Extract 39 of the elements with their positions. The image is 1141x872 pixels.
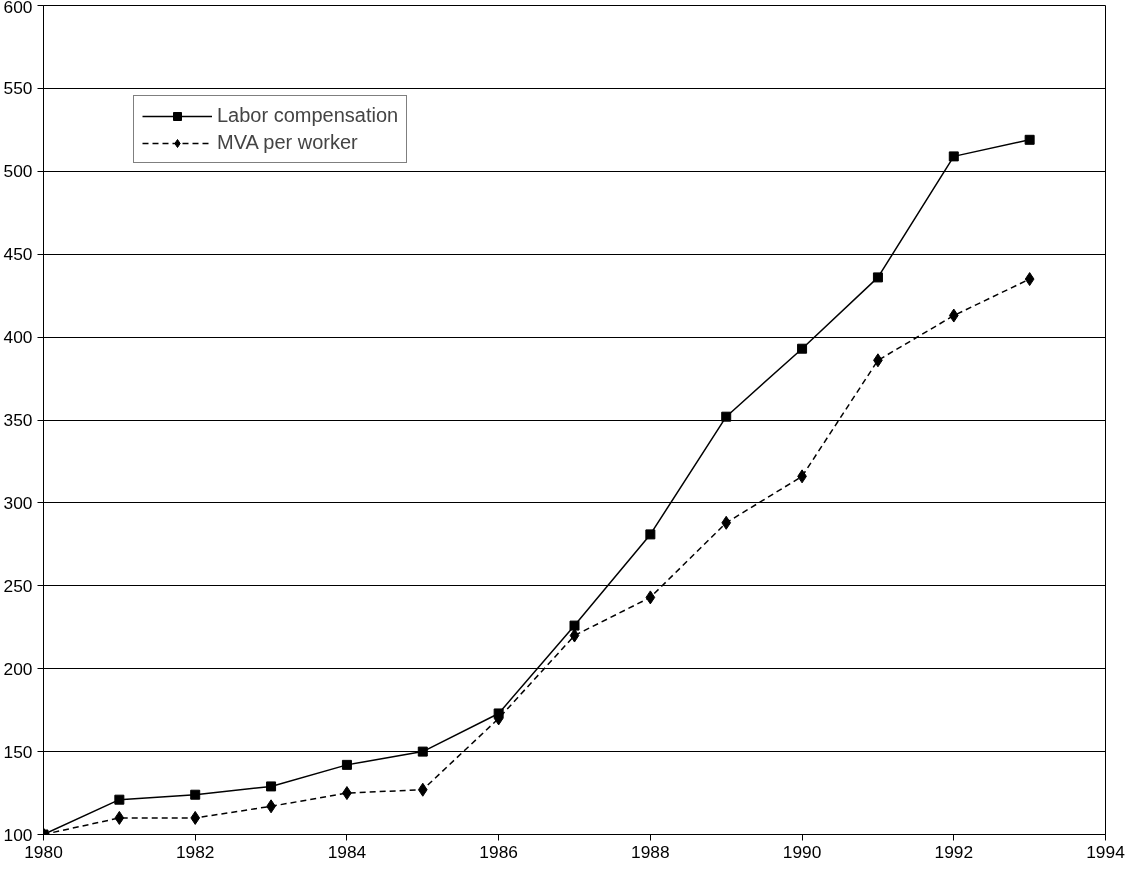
point bbox=[190, 810, 201, 825]
point bbox=[190, 789, 201, 800]
x-tick-label: 1986 bbox=[479, 841, 518, 862]
point bbox=[341, 759, 352, 770]
y-tick-label: 500 bbox=[3, 161, 33, 182]
x-tick-label: 1990 bbox=[782, 841, 822, 862]
point bbox=[645, 590, 656, 605]
point bbox=[266, 781, 277, 792]
point bbox=[1024, 272, 1035, 287]
point bbox=[569, 628, 580, 643]
y-tick-label: 350 bbox=[3, 410, 33, 430]
x-tick-label: 1982 bbox=[175, 841, 215, 862]
legend-label: Labor compensation bbox=[217, 104, 399, 127]
point bbox=[1024, 134, 1035, 145]
point bbox=[114, 810, 125, 825]
y-tick-label: 150 bbox=[3, 741, 33, 762]
y-tick-label: 200 bbox=[3, 658, 33, 679]
y-tick-label: 450 bbox=[3, 244, 33, 265]
x-tick-label: 1984 bbox=[327, 841, 367, 862]
point bbox=[948, 151, 959, 162]
point bbox=[417, 782, 428, 797]
y-tick-label: 400 bbox=[3, 327, 33, 348]
y-tick-label: 600 bbox=[3, 0, 33, 17]
x-tick-label: 1988 bbox=[631, 841, 670, 862]
x-tick-label: 1992 bbox=[934, 841, 974, 862]
point bbox=[645, 529, 656, 540]
point bbox=[797, 343, 808, 354]
x-tick-label: 1994 bbox=[1086, 841, 1126, 862]
point bbox=[417, 746, 428, 757]
point bbox=[872, 272, 883, 283]
y-tick-label: 550 bbox=[3, 78, 33, 99]
point bbox=[114, 794, 125, 805]
point bbox=[721, 411, 732, 422]
point bbox=[569, 620, 580, 631]
point bbox=[721, 515, 732, 530]
legend-label: MVA per worker bbox=[217, 131, 358, 154]
y-tick-label: 300 bbox=[3, 492, 33, 513]
y-tick-label: 250 bbox=[3, 575, 33, 596]
point bbox=[948, 308, 959, 323]
